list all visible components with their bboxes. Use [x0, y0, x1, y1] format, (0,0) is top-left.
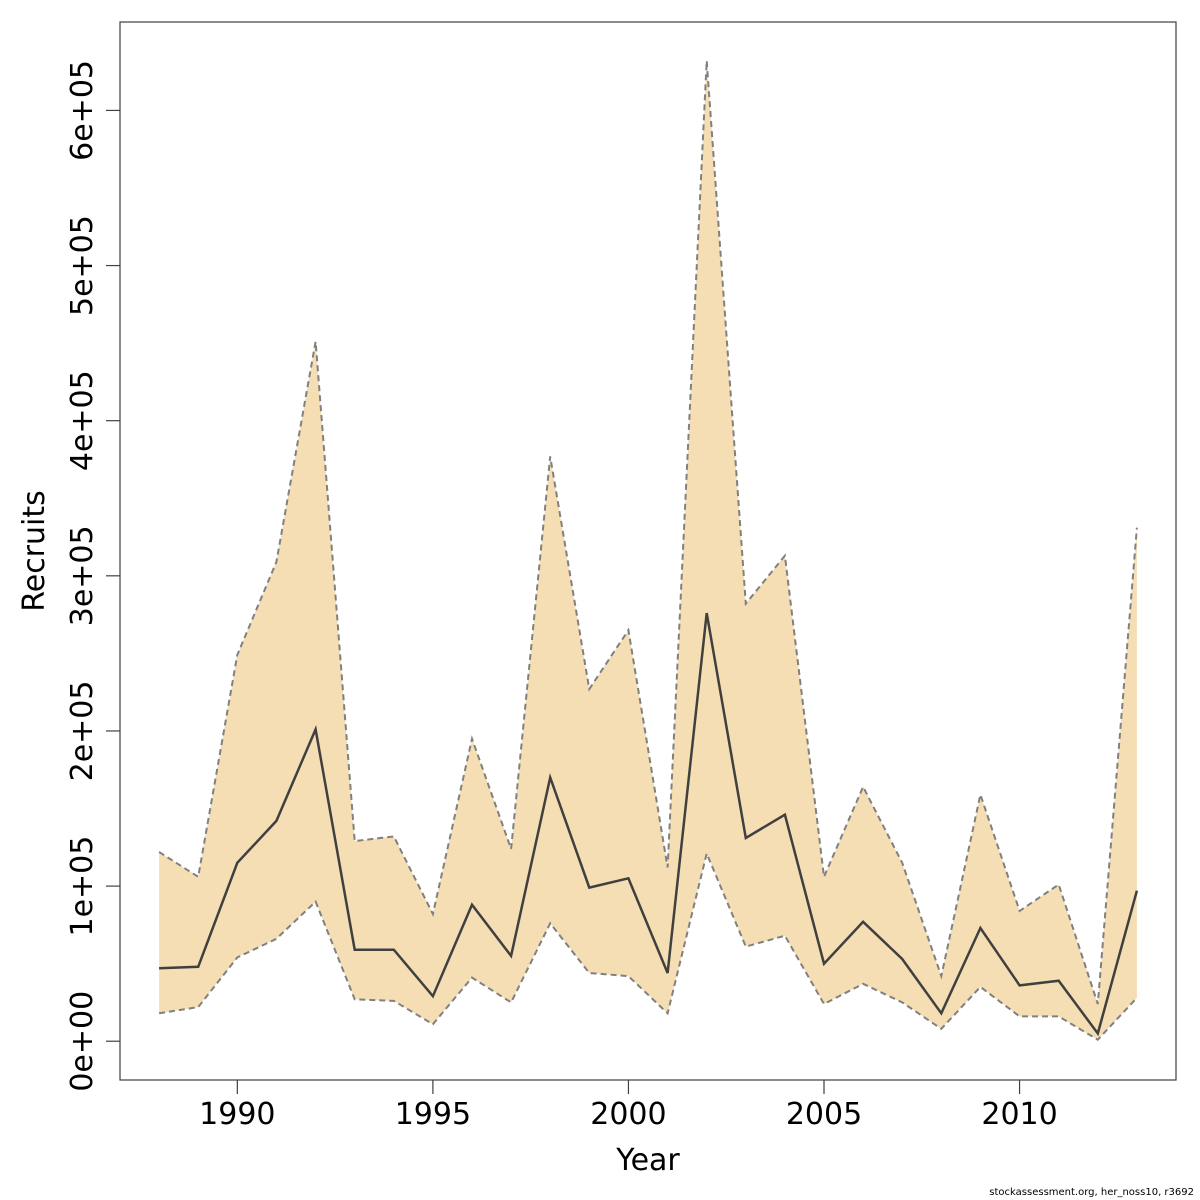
plot-frame: [119, 21, 1177, 1081]
x-tick-label: 2005: [786, 1097, 862, 1132]
y-tick-label: 0e+00: [65, 991, 100, 1092]
y-axis: 0e+00 1e+05 2e+05 3e+05 4e+05 5e+05 6e+05: [65, 60, 120, 1092]
y-axis-title: Recruits: [17, 490, 52, 612]
y-tick-label: 5e+05: [65, 215, 100, 316]
plot-area: [158, 60, 1139, 1041]
x-axis-title: Year: [615, 1143, 680, 1178]
estimate-line: [159, 612, 1139, 1037]
y-tick-label: 1e+05: [65, 836, 100, 937]
y-tick-label: 2e+05: [65, 681, 100, 782]
lower-bound-line: [158, 850, 1138, 1041]
y-tick-label: 6e+05: [65, 60, 100, 161]
x-axis: 1990 1995 2000 2005 2010: [199, 1080, 1058, 1132]
x-tick-label: 1995: [395, 1097, 471, 1132]
credit-text: stockassessment.org, her_noss10, r3692: [989, 1187, 1194, 1198]
upper-bound-line: [158, 60, 1138, 1005]
x-tick-label: 2000: [590, 1097, 666, 1132]
x-tick-label: 1990: [199, 1097, 275, 1132]
y-tick-label: 4e+05: [65, 370, 100, 471]
y-tick-label: 3e+05: [65, 525, 100, 626]
confidence-band: [159, 60, 1137, 1040]
x-tick-label: 2010: [981, 1097, 1057, 1132]
